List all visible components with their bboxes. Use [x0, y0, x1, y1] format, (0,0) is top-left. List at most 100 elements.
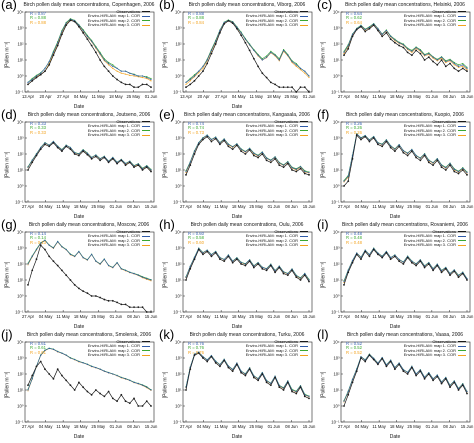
data-point [244, 151, 246, 153]
data-point [31, 77, 33, 80]
y-tick-label: 10⁰ [175, 184, 182, 189]
x-tick-label: 01 Jun [268, 314, 281, 319]
data-point [453, 168, 455, 170]
data-point [457, 276, 460, 279]
correlation-stats: R = 0.74 R = 0.74 R = 0.73 [188, 121, 204, 135]
y-axis-label: [Pollen m⁻³] [162, 151, 169, 179]
legend-swatch [300, 121, 308, 123]
x-axis-label: Date [73, 324, 85, 330]
legend-entry: Enviro-HIRLAM: map 3. COR [88, 243, 150, 247]
data-point [295, 170, 298, 173]
data-point [91, 365, 93, 367]
y-tick-label: 10⁰ [333, 294, 340, 299]
data-point [206, 62, 209, 65]
data-point [428, 262, 430, 264]
data-point [261, 72, 264, 75]
chart-panel: 10⁻¹ 10⁰ 10¹ 10² 10³ 10⁴ 27 Apr 04 May 11 May 18 … [316, 108, 474, 221]
panel-title: Birch pollen daily mean concentrations, … [23, 2, 155, 8]
x-tick-label: 08 Jun [285, 204, 298, 209]
plot-frame [182, 121, 313, 203]
data-point [368, 27, 371, 30]
legend: Observations Enviro-HIRLAM: map 1. COR Env… [246, 229, 308, 248]
x-tick-label: 15 Jun [303, 204, 316, 209]
x-tick-label: 11 May [214, 204, 228, 209]
x-tick-label: 15 Jun [303, 424, 316, 429]
panel-letter: (b) [159, 0, 175, 12]
data-point [244, 263, 246, 265]
data-point [223, 23, 226, 25]
x-tick-label: 27 Apr [22, 204, 35, 209]
legend-swatch [458, 341, 466, 343]
x-tick-label: 15 Jun [145, 204, 158, 209]
legend-swatch [458, 235, 466, 237]
data-point [462, 62, 464, 65]
correlation-value: R = 0.88 [188, 11, 204, 16]
x-tick-label: 01 Jun [268, 204, 281, 209]
series-line [27, 18, 152, 83]
data-point [461, 384, 464, 387]
y-tick-label: 10³ [175, 136, 182, 141]
data-point [214, 361, 217, 364]
x-tick-label: 15 Jun [303, 314, 316, 319]
data-point [282, 166, 285, 169]
data-point [244, 41, 247, 44]
data-point [137, 405, 140, 407]
data-point [90, 393, 93, 396]
panel-title: Birch pollen daily mean concentrations, … [342, 222, 468, 228]
data-point [31, 374, 34, 377]
data-point [381, 143, 383, 145]
data-point [137, 163, 139, 165]
data-point [303, 86, 306, 89]
data-point [137, 164, 140, 167]
correlation-stats: R = 0.87 R = 0.88 R = 0.88 [30, 11, 46, 25]
data-point [466, 173, 468, 176]
legend-swatch [142, 20, 150, 22]
legend: Observations Enviro-HIRLAM: map 1. COR Env… [88, 339, 150, 358]
correlation-value: R = 0.13 [30, 239, 46, 245]
data-point [364, 28, 366, 31]
correlation-value: R = 0.14 [30, 231, 46, 236]
data-point [406, 256, 409, 259]
data-point [295, 392, 298, 395]
data-point [415, 156, 418, 159]
series-line [27, 20, 152, 88]
data-point [206, 135, 209, 138]
data-point [223, 138, 225, 140]
data-point [257, 54, 259, 56]
data-point [295, 168, 297, 170]
y-tick-label: 10⁰ [17, 404, 24, 409]
y-tick-label: 10¹ [333, 388, 340, 393]
data-point [249, 367, 251, 369]
data-point [150, 170, 152, 173]
data-point [269, 264, 272, 267]
data-point [44, 368, 46, 371]
chart-panel: 10⁻¹ 10⁰ 10¹ 10² 10³ 10⁴ 27 Apr 04 May 11 May 18 … [158, 108, 316, 221]
data-point [31, 79, 34, 82]
y-tick-label: 10⁰ [333, 184, 340, 189]
data-point [445, 376, 447, 379]
legend-entry: Enviro-HIRLAM: map 2. COR [88, 238, 150, 243]
y-tick-label: 10⁴ [333, 120, 340, 125]
data-point [150, 78, 152, 81]
panel-letter: (k) [159, 327, 175, 342]
data-point [240, 148, 242, 150]
legend-label: Observations [432, 9, 456, 14]
y-tick-label: 10² [333, 262, 340, 267]
data-point [133, 74, 135, 76]
data-point [308, 171, 310, 174]
x-tick-label: 01 Jun [110, 204, 123, 209]
x-tick-label: 18 May [74, 204, 89, 209]
data-point [304, 70, 306, 72]
data-point [261, 267, 264, 270]
x-axis-label: Date [389, 434, 401, 440]
chart-panel: 10⁻¹ 10⁰ 10¹ 10² 10³ 10⁴ 27 Apr 04 May 11 May 18 … [158, 218, 316, 331]
legend-entry: Observations [404, 9, 466, 14]
data-point [407, 255, 409, 257]
data-point [265, 381, 268, 384]
data-point [145, 166, 148, 169]
x-tick-label: 08 Jun [127, 314, 140, 319]
data-point [189, 164, 192, 167]
data-point [449, 59, 451, 61]
x-tick-label: 04 May [197, 314, 212, 319]
x-tick-label: 04 May [197, 204, 212, 209]
